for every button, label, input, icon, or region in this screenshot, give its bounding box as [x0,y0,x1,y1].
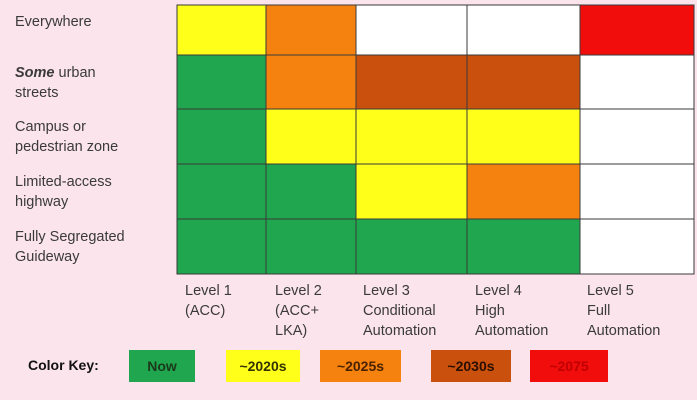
column-label: Level 2 (ACC+ LKA) [275,283,322,339]
heatmap-cell-2020s [355,108,468,165]
column-label: Level 1 (ACC) [185,283,232,319]
heatmap-cell-now [355,218,468,275]
row-label: Fully Segregated Guideway [15,229,125,265]
heatmap-cell-2020s [466,108,581,165]
heatmap-cell-2025s [265,54,357,110]
row-label: Everywhere [15,14,92,30]
row-label: Campus or pedestrian zone [15,119,119,155]
heatmap-cell-none [355,4,468,56]
heatmap-cell-2020s [265,108,357,165]
key-swatch-now: Now [129,350,195,382]
heatmap-cell-none [579,163,695,220]
column-label: Level 3 Conditional Automation [363,283,437,339]
heatmap-cell-2025s [466,163,581,220]
heatmap-cell-none [579,108,695,165]
heatmap-cell-2020s [176,4,267,56]
color-key-title: Color Key: [28,357,99,373]
heatmap-cell-now [176,163,267,220]
row-label: Limited-access highway [15,174,112,210]
heatmap-cell-none [579,218,695,275]
heatmap-cell-2030s [355,54,468,110]
heatmap-cell-2025s [265,4,357,56]
key-swatch-2020s: ~2020s [226,350,300,382]
key-swatch-2075: ~2075 [530,350,608,382]
heatmap-cell-now [265,218,357,275]
row-label: Some urban streets [15,65,96,101]
key-swatch-2030s: ~2030s [431,350,511,382]
key-swatch-2025s: ~2025s [320,350,401,382]
heatmap-cell-now [176,218,267,275]
column-label: Level 5 Full Automation [587,283,661,339]
heatmap-cell-2075 [579,4,695,56]
heatmap-cell-2030s [466,54,581,110]
column-label: Level 4 High Automation [475,283,549,339]
heatmap-cell-now [265,163,357,220]
heatmap-cell-none [579,54,695,110]
heatmap-cell-2020s [355,163,468,220]
heatmap-cell-now [176,108,267,165]
heatmap-cell-none [466,4,581,56]
heatmap-cell-now [176,54,267,110]
heatmap-cell-now [466,218,581,275]
